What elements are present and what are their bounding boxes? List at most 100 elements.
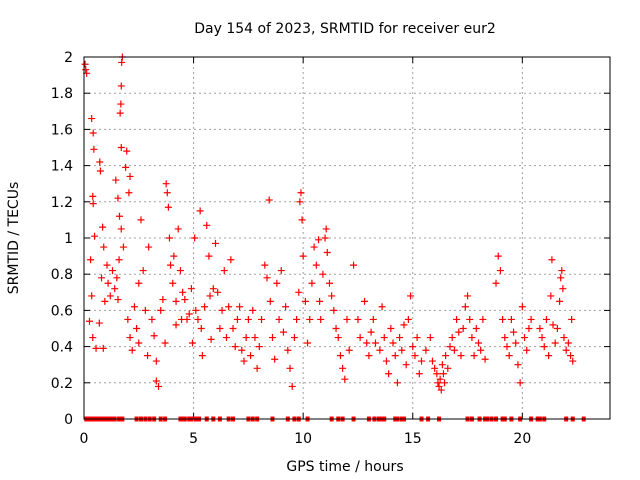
axis-ticks bbox=[83, 56, 610, 420]
data-point bbox=[296, 198, 304, 206]
data-point bbox=[124, 315, 132, 323]
data-point bbox=[222, 334, 230, 342]
data-point bbox=[181, 296, 189, 304]
data-point bbox=[569, 357, 577, 365]
data-point bbox=[319, 270, 327, 278]
data-point bbox=[472, 325, 480, 332]
data-point bbox=[118, 58, 126, 66]
x-tick-label: 0 bbox=[80, 431, 89, 447]
data-point bbox=[297, 189, 305, 197]
data-point bbox=[236, 303, 244, 311]
data-point bbox=[282, 303, 290, 311]
data-point bbox=[286, 364, 294, 372]
data-point bbox=[426, 334, 434, 342]
data-point bbox=[251, 334, 259, 342]
data-point bbox=[413, 334, 421, 342]
data-point bbox=[113, 274, 121, 282]
data-point bbox=[165, 234, 173, 242]
data-point bbox=[361, 297, 369, 305]
data-point bbox=[367, 328, 375, 336]
data-point bbox=[148, 315, 156, 323]
x-tick-label: 5 bbox=[189, 431, 198, 447]
data-point bbox=[253, 364, 261, 372]
data-point bbox=[290, 334, 298, 342]
data-point bbox=[325, 279, 333, 287]
data-point bbox=[275, 315, 283, 323]
data-point bbox=[176, 267, 184, 275]
data-point bbox=[90, 145, 98, 153]
data-point bbox=[263, 274, 271, 282]
data-point bbox=[457, 352, 465, 360]
data-point bbox=[161, 339, 169, 347]
data-point bbox=[393, 379, 401, 387]
data-point bbox=[435, 382, 443, 390]
data-point bbox=[433, 370, 441, 378]
data-point bbox=[240, 357, 248, 365]
data-point bbox=[116, 212, 124, 220]
data-point bbox=[295, 288, 303, 296]
data-point bbox=[207, 335, 215, 343]
data-point bbox=[135, 279, 143, 287]
data-point bbox=[141, 306, 149, 314]
data-point bbox=[389, 339, 397, 347]
data-point bbox=[164, 203, 172, 211]
data-point bbox=[396, 334, 404, 342]
data-point bbox=[536, 325, 544, 332]
data-point bbox=[354, 315, 362, 323]
data-point bbox=[123, 147, 131, 155]
data-point bbox=[385, 370, 393, 378]
data-point bbox=[434, 379, 442, 387]
data-point bbox=[111, 285, 119, 293]
data-point bbox=[125, 189, 133, 197]
data-point bbox=[95, 319, 103, 327]
data-point bbox=[242, 334, 250, 342]
data-point bbox=[191, 234, 199, 242]
data-point bbox=[545, 352, 553, 360]
data-point bbox=[475, 339, 482, 347]
data-point bbox=[350, 261, 358, 269]
data-point bbox=[441, 379, 449, 387]
data-point bbox=[119, 243, 127, 251]
data-point bbox=[179, 288, 187, 296]
data-point bbox=[505, 352, 513, 360]
data-point bbox=[227, 256, 235, 264]
data-point bbox=[265, 196, 273, 204]
data-point bbox=[437, 386, 445, 394]
data-point bbox=[139, 267, 147, 275]
data-point bbox=[398, 346, 406, 354]
data-point bbox=[273, 279, 281, 287]
data-point bbox=[212, 239, 219, 247]
y-tick-label: 1.6 bbox=[51, 122, 73, 138]
data-point bbox=[108, 267, 116, 275]
chart-title: Day 154 of 2023, SRMTID for receiver eur… bbox=[194, 21, 496, 37]
y-tick-label: 0.4 bbox=[51, 340, 73, 356]
data-point bbox=[100, 243, 108, 251]
data-point bbox=[538, 334, 546, 342]
y-tick-label: 0 bbox=[64, 412, 73, 428]
data-point bbox=[496, 267, 504, 275]
data-point bbox=[450, 346, 458, 354]
data-point bbox=[376, 346, 384, 354]
data-point bbox=[196, 207, 204, 215]
data-point bbox=[187, 285, 195, 293]
x-tick-label: 20 bbox=[513, 431, 531, 447]
data-point bbox=[310, 243, 318, 251]
data-point bbox=[133, 325, 141, 332]
data-point bbox=[157, 306, 165, 314]
data-point bbox=[322, 225, 330, 233]
data-point bbox=[126, 334, 134, 342]
data-point bbox=[174, 225, 182, 233]
y-tick-label: 1.8 bbox=[51, 86, 73, 102]
data-point bbox=[128, 346, 136, 354]
data-point bbox=[308, 279, 316, 287]
data-point bbox=[216, 325, 224, 332]
data-point bbox=[279, 328, 287, 336]
data-point bbox=[501, 334, 509, 342]
data-point bbox=[510, 328, 518, 336]
data-point bbox=[560, 334, 568, 342]
y-tick-label: 2 bbox=[64, 50, 73, 66]
data-point bbox=[479, 315, 487, 323]
data-point bbox=[198, 352, 206, 360]
data-point bbox=[162, 180, 170, 188]
y-tick-label: 0.2 bbox=[51, 376, 73, 392]
